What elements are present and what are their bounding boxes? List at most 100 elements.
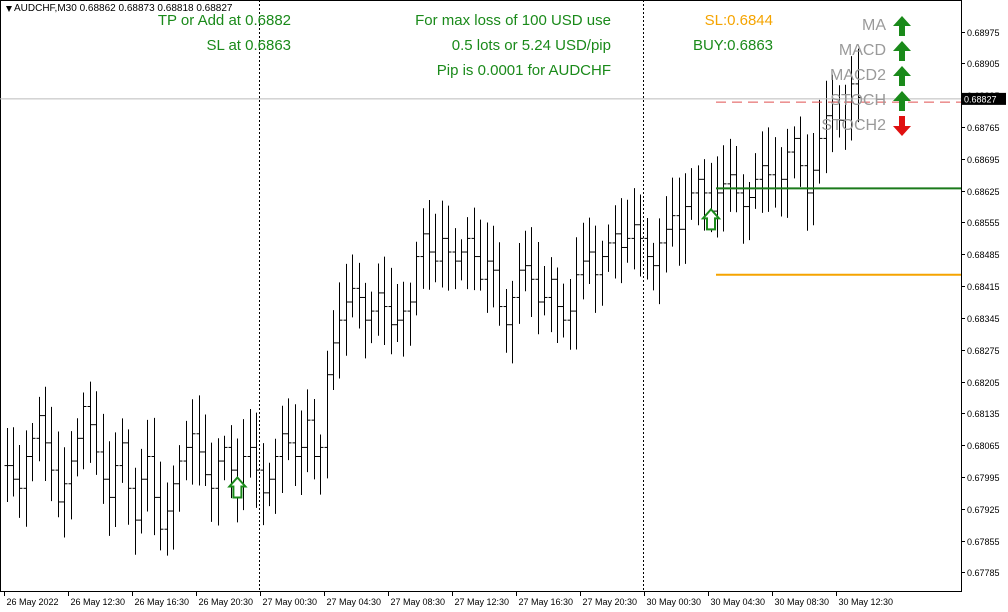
ohlc-bar [196, 395, 203, 486]
ohlc-bar [16, 444, 23, 518]
indicator-label: STOCH2 [821, 117, 886, 134]
ohlc-bar [420, 208, 427, 289]
ohlc-bar [324, 350, 331, 479]
ohlc-bar [4, 427, 11, 503]
ohlc-bar [484, 222, 491, 313]
time-tick-label: 27 May 20:30 [583, 597, 638, 607]
ohlc-bar [650, 242, 657, 291]
time-tick-label: 26 May 2022 [7, 597, 59, 607]
ohlc-bar [727, 138, 734, 212]
ohlc-bar [560, 283, 567, 338]
ohlc-bar [624, 199, 631, 263]
ohlc-bar [439, 200, 446, 288]
ohlc-bar [112, 432, 119, 527]
time-tick-label: 27 May 00:30 [263, 597, 318, 607]
buy-level-text: BUY:0.6863 [692, 37, 773, 54]
price-tick-label: 0.68625 [967, 187, 1000, 197]
price-tick-label: 0.68065 [967, 441, 1000, 451]
ohlc-bar [10, 427, 17, 497]
ohlc-bar [29, 422, 36, 482]
ohlc-bar [36, 396, 43, 462]
ohlc-bar [74, 418, 81, 477]
ohlc-bar [663, 196, 670, 273]
arrow-up-icon [893, 66, 911, 86]
ohlc-bar [93, 391, 100, 475]
ohlc-bar [496, 242, 503, 326]
current-price-label: 0.68827 [964, 94, 997, 104]
ohlc-bar [432, 213, 439, 283]
ohlc-bar [253, 412, 260, 508]
time-tick-label: 30 May 04:30 [711, 597, 766, 607]
ohlc-bar [695, 165, 702, 226]
ohlc-bar [535, 242, 542, 335]
ohlc-bar [759, 131, 766, 213]
price-tick-label: 0.67995 [967, 473, 1000, 483]
price-tick-label: 0.67785 [967, 568, 1000, 578]
arrow-up-icon [893, 16, 911, 36]
max-loss-text: For max loss of 100 USD use [415, 12, 611, 29]
ohlc-bar [100, 413, 107, 504]
price-tick-label: 0.68275 [967, 346, 1000, 356]
time-tick-label: 26 May 20:30 [199, 597, 254, 607]
time-tick-label: 27 May 04:30 [327, 597, 382, 607]
indicator-macd2: MACD2 [830, 65, 912, 87]
ohlc-bar [298, 410, 305, 495]
ohlc-bar [605, 224, 612, 272]
tp-text: TP or Add at 0.6882 [157, 12, 291, 29]
ohlc-bar [516, 243, 523, 324]
ohlc-bar [87, 381, 94, 463]
ohlc-bar [669, 177, 676, 247]
ohlc-bar [765, 127, 772, 212]
ohlc-bar [816, 99, 823, 184]
ohlc-bar [375, 263, 382, 336]
ohlc-bar [157, 461, 164, 551]
ohlc-bar [106, 441, 113, 536]
time-tick-label: 26 May 16:30 [135, 597, 190, 607]
ohlc-bar [170, 465, 177, 550]
ohlc-bar [503, 288, 510, 353]
time-tick-label: 30 May 08:30 [775, 597, 830, 607]
price-tick-label: 0.68205 [967, 378, 1000, 388]
price-tick-label: 0.68695 [967, 155, 1000, 165]
ohlc-bar [48, 406, 55, 502]
ohlc-bar [330, 310, 337, 391]
ohlc-bar [823, 80, 830, 174]
time-tick-label: 30 May 00:30 [647, 597, 702, 607]
time-tick-label: 27 May 16:30 [519, 597, 574, 607]
ohlc-bar [215, 438, 222, 526]
chart-menu-icon[interactable] [6, 6, 12, 12]
ohlc-bar [202, 414, 209, 487]
ohlc-bar [509, 280, 516, 364]
arrow-up-icon [893, 91, 911, 111]
ohlc-bar [317, 434, 324, 495]
ohlc-bar [55, 431, 62, 518]
price-tick-label: 0.68345 [967, 314, 1000, 324]
ohlc-bar [208, 442, 215, 522]
price-tick-label: 0.68555 [967, 218, 1000, 228]
ohlc-bar [42, 386, 49, 482]
ohlc-bar [682, 173, 689, 264]
arrow-down-icon [893, 116, 911, 136]
ohlc-bar [644, 217, 651, 280]
ohlc-bar [752, 153, 759, 209]
ohlc-bar [676, 177, 683, 266]
ohlc-bar [586, 217, 593, 285]
ohlc-bar [388, 267, 395, 355]
indicator-stoch2: STOCH2 [821, 115, 912, 137]
ohlc-bar [477, 219, 484, 291]
ohlc-bar [612, 205, 619, 279]
price-tick-label: 0.68765 [967, 123, 1000, 133]
ohlc-bar [772, 137, 779, 208]
ohlc-bar [362, 282, 369, 359]
ohlc-bar [580, 222, 587, 300]
ohlc-bar [183, 420, 190, 481]
ohlc-bar [189, 399, 196, 485]
ohlc-bar [426, 199, 433, 290]
price-tick-label: 0.68485 [967, 250, 1000, 260]
lots-text: 0.5 lots or 5.24 USD/pip [451, 37, 611, 54]
price-tick-label: 0.68905 [967, 59, 1000, 69]
ohlc-bar [144, 419, 151, 512]
ohlc-bar [132, 467, 139, 555]
